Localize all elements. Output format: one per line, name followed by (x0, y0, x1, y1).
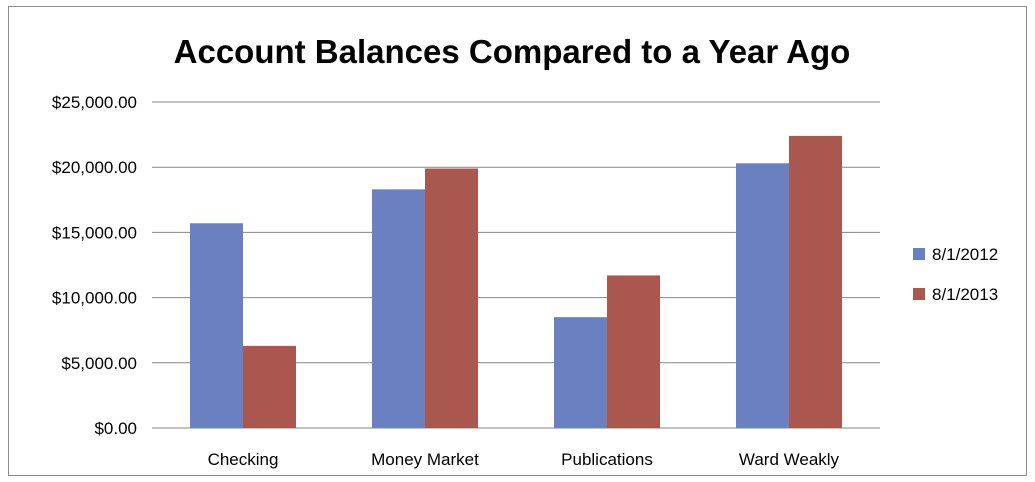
bar (789, 135, 842, 429)
y-tick-label: $0.00 (94, 419, 137, 438)
chart-title: Account Balances Compared to a Year Ago (174, 33, 851, 70)
bar (736, 163, 789, 428)
x-axis-categories: Checking Money Market Publications Ward Wea… (208, 450, 840, 469)
legend-label: 8/1/2012 (932, 245, 998, 264)
legend: 8/1/2012 8/1/2013 (913, 245, 998, 304)
bar (190, 223, 243, 428)
x-category-label: Publications (561, 450, 653, 469)
bar (372, 189, 425, 428)
x-category-label: Checking (208, 450, 279, 469)
x-category-label: Ward Weakly (739, 450, 840, 469)
x-category-label: Money Market (371, 450, 479, 469)
y-axis-ticks: $0.00 $5,000.00 $10,000.00 $15,000.00 $20,00… (52, 93, 137, 438)
legend-label: 8/1/2013 (932, 285, 998, 304)
y-tick-label: $5,000.00 (61, 354, 137, 373)
y-tick-label: $15,000.00 (52, 223, 137, 242)
bar (554, 317, 607, 428)
chart-frame (8, 6, 1027, 476)
y-tick-label: $20,000.00 (52, 158, 137, 177)
bars (190, 135, 842, 429)
legend-swatch (913, 288, 925, 300)
bar (607, 275, 660, 428)
y-tick-label: $25,000.00 (52, 93, 137, 112)
bar (243, 345, 296, 428)
legend-swatch (913, 248, 925, 260)
bar (425, 168, 478, 428)
y-tick-label: $10,000.00 (52, 289, 137, 308)
